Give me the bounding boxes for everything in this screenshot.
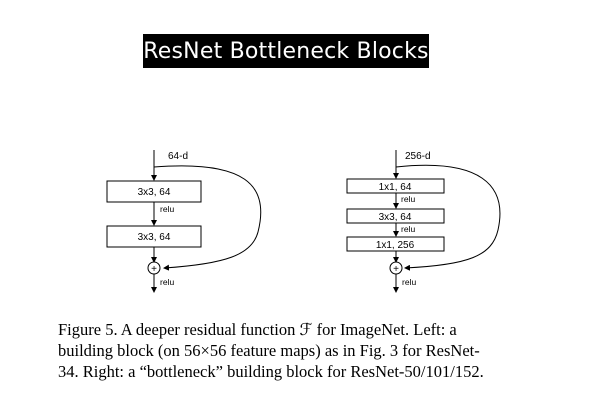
right-relu-2: relu [401,224,415,234]
right-layer-2-label: 3x3, 64 [379,212,412,223]
right-input-label: 256-d [405,151,431,162]
left-shortcut-curve [153,165,262,271]
caption-line-1: Figure 5. A deeper residual function ℱ f… [58,320,457,339]
left-layer-1-label: 3x3, 64 [138,187,171,198]
left-relu-1: relu [160,204,174,214]
page-title: ResNet Bottleneck Blocks [143,38,429,64]
title-banner: ResNet Bottleneck Blocks [143,34,429,68]
right-relu-1: relu [401,194,415,204]
caption-line-3: 34. Right: a “bottleneck” building block… [58,362,484,381]
right-add-symbol: + [393,264,399,275]
left-layer-2-label: 3x3, 64 [138,232,171,243]
right-output-relu: relu [402,277,416,287]
right-layer-3-label: 1x1, 256 [376,240,415,251]
figure-caption: Figure 5. A deeper residual function ℱ f… [58,319,558,382]
left-add-symbol: + [151,264,157,275]
right-bottleneck-block: 256-d 1x1, 64 relu 3x3, 64 relu 1x1, 256… [346,150,501,293]
left-output-relu: relu [160,277,174,287]
right-shortcut-curve [395,164,501,271]
left-building-block: 64-d 3x3, 64 relu 3x3, 64 + relu [106,150,262,293]
caption-line-2: building block (on 56×56 feature maps) a… [58,341,480,360]
right-layer-1-label: 1x1, 64 [379,182,412,193]
left-input-label: 64-d [168,151,188,162]
